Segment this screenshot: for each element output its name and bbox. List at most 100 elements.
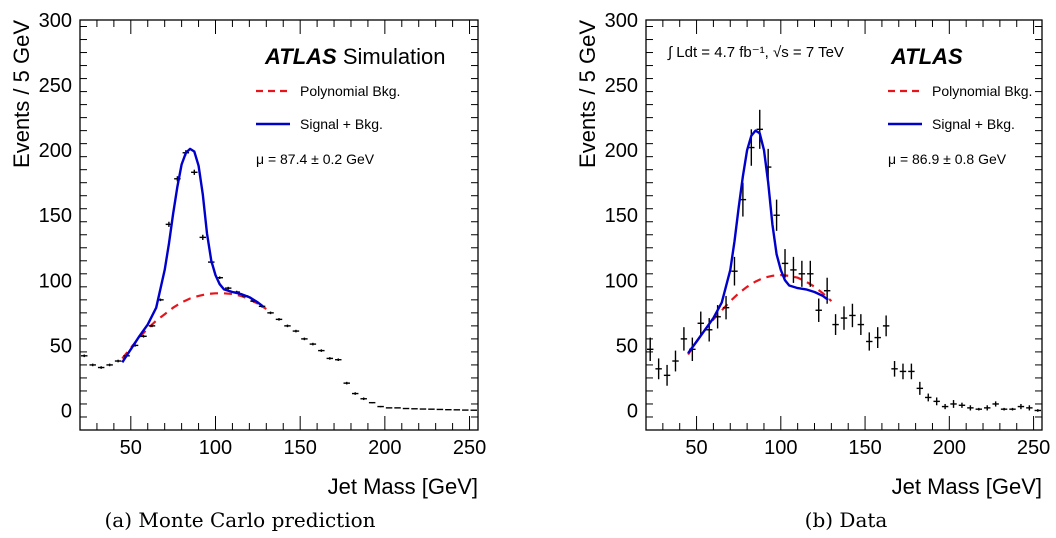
y-tick-label: 250 [39,75,72,97]
data-point [106,363,113,367]
x-tick-label: 250 [453,437,486,459]
data-point [899,363,907,380]
data-point [385,407,393,409]
data-point [756,109,763,149]
background-fit-line [687,273,833,356]
data-point [663,364,671,386]
data-point [916,381,924,395]
panel-caption: (b) Data [805,508,888,532]
data-point [97,366,105,369]
x-tick-label: 200 [368,437,401,459]
data-point [428,408,435,410]
y-axis-label: Events / 5 GeV [575,20,600,168]
plot-frame [645,19,1043,431]
data-point [114,359,122,363]
plot-frame [79,19,479,431]
data-point [781,249,789,278]
data-point [958,402,966,408]
data-point [840,306,848,330]
x-tick-label: 100 [199,437,232,459]
data-point [866,332,873,351]
data-point [832,314,839,335]
data-point [89,363,96,367]
data-point [908,363,915,380]
data-point [411,408,418,410]
y-tick-label: 150 [605,205,638,227]
signal-fit-line [687,129,829,354]
y-tick-label: 100 [605,270,638,292]
data-point [343,381,350,385]
x-tick-label: 250 [1017,437,1050,459]
legend-label-background: Polynomial Bkg. [932,83,1032,99]
x-tick-label: 150 [848,437,881,459]
x-axis-label: Jet Mass [GeV] [892,474,1042,499]
data-point [882,315,890,337]
x-tick-label: 50 [120,437,142,459]
chart-panel-b: 0 50 100 150 200 250 300 50 100 150 200 250 Jet Mass… [575,10,1050,532]
x-tick-label: 50 [685,437,707,459]
data-point [199,234,207,240]
data-point [992,401,999,407]
data-point [309,342,317,346]
data-point [655,358,662,380]
legend-label-signal: Signal + Bkg. [300,116,383,132]
y-tick-label: 50 [616,335,638,357]
mu-fit-result: μ = 87.4 ± 0.2 GeV [256,151,375,167]
y-tick-label: 50 [50,335,72,357]
data-point [377,405,384,408]
data-point [318,349,325,352]
data-point [950,400,957,408]
panel-caption: (a) Monte Carlo prediction [104,508,375,532]
y-tick-label: 300 [605,10,638,32]
x-axis-label: Jet Mass [GeV] [328,474,478,499]
y-tick-label: 200 [39,140,72,162]
background-fit-line [121,292,267,360]
data-point [1000,407,1008,411]
data-point [798,260,806,287]
data-point [874,327,881,348]
x-tick-label: 100 [764,437,797,459]
y-tick-label: 200 [605,140,638,162]
data-point [984,405,991,411]
data-point [360,397,367,401]
y-tick-label: 0 [627,400,638,422]
data-point [773,199,780,231]
data-point [790,256,797,283]
y-tick-label: 300 [39,10,72,32]
chart-panel-a: 0 50 100 150 200 250 300 50 100 150 200 250 Jet Mass… [9,10,486,532]
data-point [191,169,198,175]
data-point [941,403,949,410]
data-point [680,327,688,351]
atlas-rest: Simulation [337,44,446,69]
legend-label-signal: Signal + Bkg. [932,116,1015,132]
data-point [335,358,342,362]
y-tick-label: 0 [61,400,72,422]
data-point [857,314,865,335]
data-point [267,311,274,315]
data-point [672,350,679,372]
data-point [148,324,156,328]
data-point [419,408,427,410]
atlas-label: ATLAS Simulation [264,44,446,69]
data-point [368,401,376,404]
x-tick-label: 200 [933,437,966,459]
y-tick-label: 250 [605,75,638,97]
data-point [815,298,822,322]
data-point [351,392,359,395]
data-point [891,361,898,377]
data-point [284,324,291,328]
y-tick-label: 100 [39,270,72,292]
data-point [1009,407,1016,411]
data-point [647,337,654,362]
y-tick-label: 150 [39,205,72,227]
data-point [140,334,147,338]
data-point [326,357,334,360]
data-point [275,318,283,321]
data-point [697,311,704,335]
data-point [925,393,932,402]
data-point [975,407,983,411]
data-point [722,295,730,320]
legend-label-background: Polynomial Bkg. [300,83,400,99]
x-tick-label: 150 [283,437,316,459]
data-point [301,337,308,341]
